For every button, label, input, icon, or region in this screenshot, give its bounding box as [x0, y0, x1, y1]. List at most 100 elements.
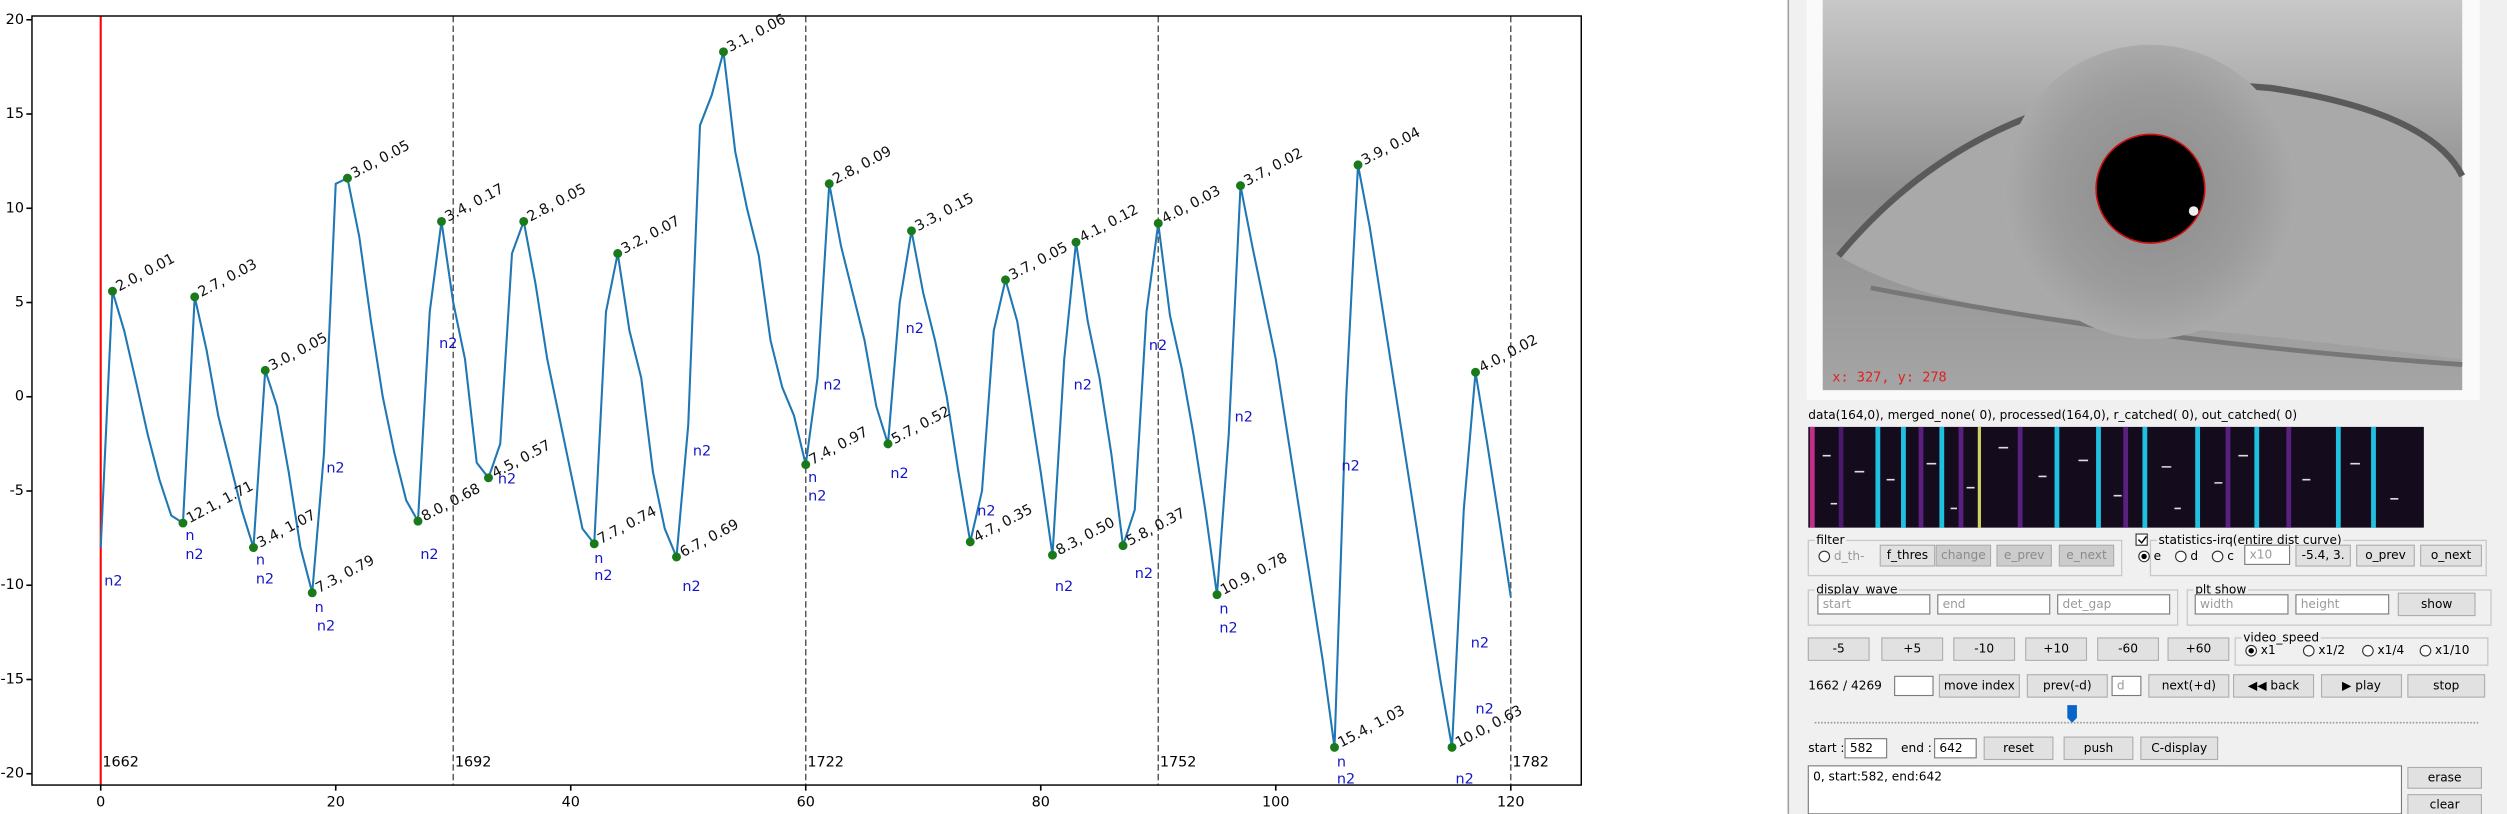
button-face[interactable]	[2407, 766, 2482, 789]
button[interactable]: show	[2397, 592, 2476, 617]
text-input[interactable]	[1844, 738, 1888, 759]
button-label[interactable]: +10	[2043, 642, 2069, 656]
text-input[interactable]	[1817, 594, 1931, 615]
button[interactable]: C-display	[2140, 736, 2219, 761]
radio[interactable]	[2302, 644, 2315, 657]
button-label[interactable]: prev(-d)	[2043, 678, 2092, 692]
button-face[interactable]	[2356, 544, 2415, 567]
button[interactable]: -5	[1807, 637, 1870, 661]
checkbox[interactable]	[2135, 533, 2148, 546]
button-label[interactable]: erase	[2428, 770, 2462, 784]
text-input[interactable]	[2244, 544, 2291, 565]
text-input[interactable]	[2057, 594, 2171, 615]
text-input[interactable]	[1937, 594, 2051, 615]
button-label[interactable]: change	[1941, 548, 1986, 562]
slider-thumb[interactable]	[2067, 705, 2077, 723]
button-face[interactable]	[2295, 544, 2351, 567]
button-label[interactable]: -5.4, 3.	[2302, 548, 2345, 562]
button[interactable]: e_prev	[1996, 544, 2052, 567]
button-label[interactable]: move index	[1944, 678, 2015, 692]
button-label[interactable]: o_next	[2431, 548, 2472, 562]
button-face[interactable]	[1879, 544, 1936, 567]
button-face[interactable]	[1983, 736, 2054, 761]
button-label[interactable]: e_next	[2066, 548, 2107, 562]
button-label[interactable]: o_prev	[2365, 548, 2406, 562]
button-label[interactable]: e_prev	[2004, 548, 2045, 562]
input-text[interactable]: width	[2200, 597, 2233, 611]
input-text[interactable]: 582	[1850, 741, 1873, 755]
button[interactable]: -60	[2097, 637, 2160, 661]
radio[interactable]	[2174, 550, 2187, 563]
input-text[interactable]: height	[2301, 597, 2340, 611]
button[interactable]: erase	[2407, 766, 2482, 789]
button-label[interactable]: +5	[1903, 642, 1921, 656]
button-face[interactable]	[1881, 637, 1944, 661]
button-label[interactable]: clear	[2430, 798, 2460, 812]
input-text[interactable]: d	[2117, 678, 2125, 692]
button[interactable]: f_thres	[1879, 544, 1936, 567]
button-label[interactable]: -10	[1974, 642, 1994, 656]
button-label[interactable]: reset	[2003, 741, 2034, 755]
button[interactable]: -10	[1953, 637, 2016, 661]
check-mark[interactable]	[2137, 535, 2148, 544]
text-input[interactable]	[1894, 675, 1934, 697]
button[interactable]: e_next	[2058, 544, 2115, 567]
button[interactable]: push	[2063, 736, 2134, 761]
button-label[interactable]: +60	[2186, 642, 2212, 656]
input-text[interactable]: x10	[2250, 547, 2273, 561]
button-face[interactable]	[2167, 637, 2230, 661]
button-label[interactable]: C-display	[2151, 741, 2207, 755]
button-face[interactable]	[1935, 544, 1992, 567]
radio[interactable]	[2362, 644, 2374, 657]
button-label[interactable]: f_thres	[1887, 548, 1928, 562]
button[interactable]: move index	[1938, 674, 2020, 698]
button[interactable]: prev(-d)	[2026, 674, 2108, 698]
button-face[interactable]	[2397, 592, 2476, 617]
input-text[interactable]: start	[1823, 597, 1852, 611]
button-face[interactable]	[2420, 544, 2482, 567]
button-label[interactable]: -60	[2118, 642, 2138, 656]
button-face[interactable]	[2320, 674, 2403, 698]
button-face[interactable]	[1807, 637, 1870, 661]
button[interactable]: o_next	[2420, 544, 2482, 567]
button[interactable]: stop	[2407, 674, 2486, 698]
button[interactable]: o_prev	[2356, 544, 2415, 567]
text-input[interactable]	[2295, 594, 2390, 615]
button[interactable]: ▶ play	[2320, 674, 2403, 698]
button[interactable]: +10	[2025, 637, 2088, 661]
log-list[interactable]	[1807, 765, 2403, 814]
button-face[interactable]	[2058, 544, 2115, 567]
input-text[interactable]: 642	[1939, 741, 1962, 755]
button[interactable]: clear	[2407, 794, 2482, 814]
button-label[interactable]: show	[2421, 597, 2452, 611]
button-label[interactable]: -5	[1833, 642, 1845, 656]
button-face[interactable]	[1996, 544, 2052, 567]
button[interactable]: +60	[2167, 637, 2230, 661]
button-face[interactable]	[2407, 674, 2486, 698]
radio[interactable]	[1818, 550, 1831, 563]
text-input[interactable]	[2111, 675, 2142, 697]
button[interactable]: ◀◀ back	[2233, 674, 2315, 698]
button-face[interactable]	[2407, 794, 2482, 814]
input-text[interactable]: end	[1943, 597, 1966, 611]
button[interactable]: -5.4, 3.	[2295, 544, 2351, 567]
radio[interactable]	[2211, 550, 2224, 563]
button-label[interactable]: next(+d)	[2162, 678, 2216, 692]
input-text[interactable]: det_gap	[2063, 597, 2112, 611]
button[interactable]: next(+d)	[2148, 674, 2230, 698]
button-face[interactable]	[2097, 637, 2160, 661]
button-label[interactable]: push	[2084, 741, 2113, 755]
button-face[interactable]	[1953, 637, 2016, 661]
button-face[interactable]	[2233, 674, 2315, 698]
button-face[interactable]	[2063, 736, 2134, 761]
button[interactable]: reset	[1983, 736, 2054, 761]
button-face[interactable]	[2026, 674, 2108, 698]
button[interactable]: +5	[1881, 637, 1944, 661]
button-face[interactable]	[1938, 674, 2020, 698]
button-face[interactable]	[2025, 637, 2088, 661]
button-label[interactable]: ◀◀ back	[2248, 678, 2299, 692]
radio[interactable]	[2419, 644, 2432, 657]
button-face[interactable]	[2140, 736, 2219, 761]
button-label[interactable]: stop	[2433, 678, 2460, 692]
button-label[interactable]: ▶ play	[2342, 678, 2381, 692]
